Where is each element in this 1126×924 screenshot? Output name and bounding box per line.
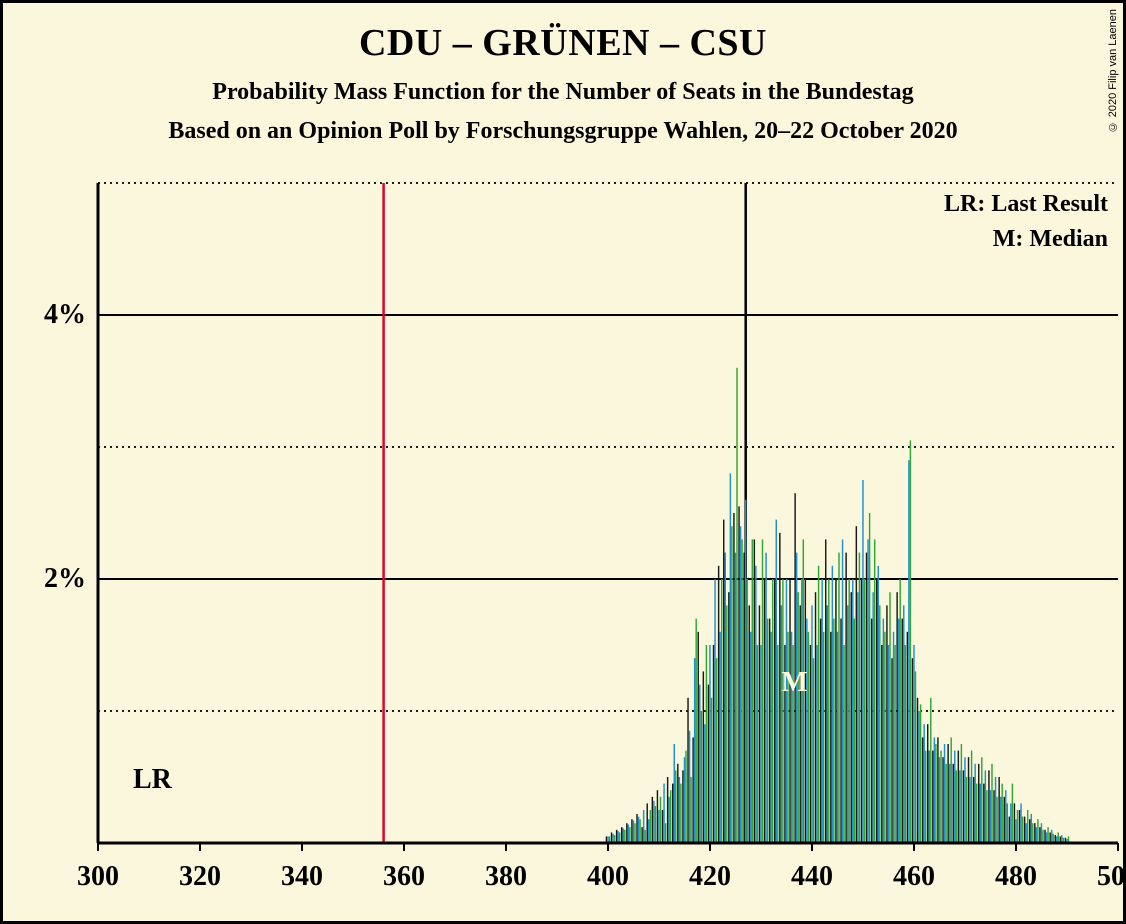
x-tick-label: 400 (587, 861, 629, 893)
x-tick-label: 360 (383, 861, 425, 893)
chart-subtitle-2: Based on an Opinion Poll by Forschungsgr… (3, 118, 1123, 145)
y-tick-label: 2% (44, 563, 86, 595)
legend-last-result: LR: Last Result (944, 191, 1108, 218)
x-tick-label: 460 (893, 861, 935, 893)
x-tick-label: 420 (689, 861, 731, 893)
last-result-label: LR (133, 764, 172, 796)
median-label: M (781, 667, 807, 698)
x-tick-label: 440 (791, 861, 833, 893)
y-tick-label: 4% (44, 299, 86, 331)
plot-svg: M (98, 183, 1118, 843)
legend-median: M: Median (944, 226, 1108, 253)
chart-title: CDU – GRÜNEN – CSU (3, 21, 1123, 65)
x-tick-label: 300 (77, 861, 119, 893)
plot-area: M LR: Last Result M: Median 2%4%30032034… (98, 183, 1118, 843)
x-tick-label: 320 (179, 861, 221, 893)
chart-subtitle-1: Probability Mass Function for the Number… (3, 79, 1123, 106)
chart-frame: © 2020 Filip van Laenen CDU – GRÜNEN – C… (0, 0, 1126, 924)
x-tick-label: 500 (1097, 861, 1126, 893)
x-tick-label: 380 (485, 861, 527, 893)
x-tick-label: 480 (995, 861, 1037, 893)
x-tick-label: 340 (281, 861, 323, 893)
legend: LR: Last Result M: Median (944, 191, 1108, 261)
title-block: CDU – GRÜNEN – CSU Probability Mass Func… (3, 21, 1123, 145)
